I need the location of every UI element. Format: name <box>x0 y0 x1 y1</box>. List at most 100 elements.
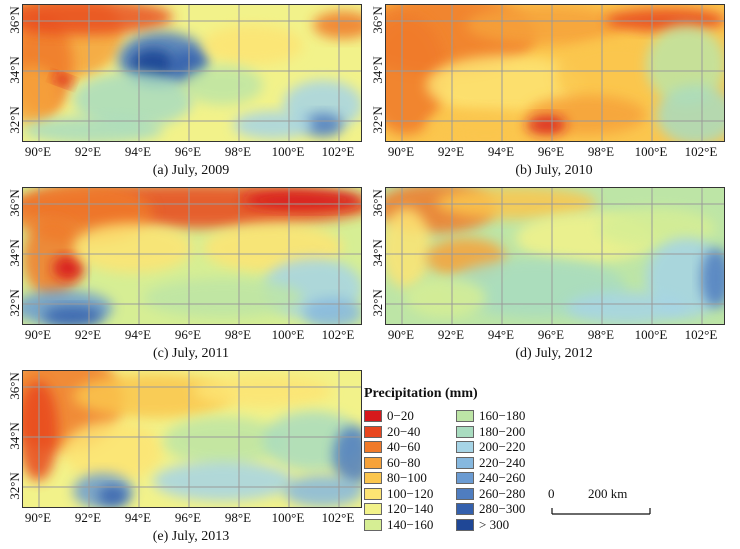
legend-label: 80−100 <box>387 470 427 485</box>
legend-label: 40−60 <box>387 439 421 454</box>
longitude-label: 92°E <box>74 327 102 342</box>
latitude-label: 34°N <box>7 56 22 84</box>
legend-swatch <box>364 472 382 484</box>
latitude-label: 36°N <box>370 6 385 34</box>
legend-item: 180−200 <box>456 424 525 440</box>
panel-caption: (b) July, 2010 <box>515 163 593 178</box>
latitude-label: 34°N <box>7 422 22 450</box>
legend-item: > 300 <box>456 517 509 533</box>
legend-item: 260−280 <box>456 486 525 502</box>
legend-swatch <box>364 487 382 500</box>
legend-item: 240−260 <box>456 470 525 486</box>
legend-item: 40−60 <box>364 439 420 455</box>
longitude-label: 94°E <box>487 144 515 159</box>
legend-label: 260−280 <box>479 485 526 501</box>
legend-label: 280−300 <box>479 501 526 516</box>
legend-label: > 300 <box>479 516 510 532</box>
latitude-label: 32°N <box>7 106 22 134</box>
longitude-label: 92°E <box>437 144 465 159</box>
longitude-label: 90°E <box>24 144 52 159</box>
longitude-label: 94°E <box>487 327 515 342</box>
legend-label: 100−120 <box>387 485 434 501</box>
longitude-label: 90°E <box>387 144 415 159</box>
legend-swatch <box>456 503 474 515</box>
longitude-label: 94°E <box>124 327 152 342</box>
legend-title: Precipitation (mm) <box>364 386 478 401</box>
longitude-label: 98°E <box>224 510 252 525</box>
legend-swatch <box>364 503 382 515</box>
latitude-label: 34°N <box>370 56 385 84</box>
longitude-label: 92°E <box>74 510 102 525</box>
longitude-label: 96°E <box>174 510 202 525</box>
legend-swatch <box>456 441 474 453</box>
longitude-label: 94°E <box>124 510 152 525</box>
precipitation-map <box>22 187 362 325</box>
longitude-label: 96°E <box>174 327 202 342</box>
longitude-label: 100°E <box>271 144 305 159</box>
legend-swatch <box>456 410 474 422</box>
longitude-label: 98°E <box>587 144 615 159</box>
longitude-label: 100°E <box>634 144 668 159</box>
panel-caption: (c) July, 2011 <box>153 346 229 361</box>
longitude-label: 100°E <box>271 327 305 342</box>
legend-swatch <box>364 410 382 422</box>
longitude-label: 90°E <box>387 327 415 342</box>
legend-label: 120−140 <box>387 501 434 516</box>
latitude-label: 32°N <box>370 289 385 317</box>
legend-item: 120−140 <box>364 501 433 517</box>
latitude-label: 36°N <box>7 372 22 400</box>
longitude-label: 102°E <box>684 327 718 342</box>
legend-label: 180−200 <box>479 423 526 439</box>
legend-label: 220−240 <box>479 454 526 470</box>
panel-caption: (e) July, 2013 <box>152 529 230 544</box>
longitude-label: 102°E <box>684 144 718 159</box>
panel-caption: (d) July, 2012 <box>515 346 593 361</box>
legend-item: 20−40 <box>364 424 420 440</box>
longitude-label: 98°E <box>224 327 252 342</box>
latitude-label: 32°N <box>7 289 22 317</box>
longitude-label: 96°E <box>174 144 202 159</box>
legend-item: 0−20 <box>364 408 414 424</box>
longitude-label: 100°E <box>271 510 305 525</box>
legend-item: 140−160 <box>364 517 433 533</box>
longitude-label: 94°E <box>124 144 152 159</box>
latitude-label: 36°N <box>370 189 385 217</box>
legend-item: 60−80 <box>364 455 420 471</box>
scale-start-label: 0 <box>548 486 555 501</box>
legend-swatch <box>456 472 474 484</box>
longitude-label: 92°E <box>437 327 465 342</box>
legend-label: 160−180 <box>479 408 526 423</box>
longitude-label: 98°E <box>224 144 252 159</box>
legend-swatch <box>364 518 382 531</box>
legend-label: 60−80 <box>387 454 421 470</box>
legend-swatch <box>364 441 382 453</box>
legend-item: 220−240 <box>456 455 525 471</box>
longitude-label: 96°E <box>537 327 565 342</box>
legend-swatch <box>364 425 382 438</box>
longitude-label: 92°E <box>74 144 102 159</box>
legend-label: 0−20 <box>387 408 414 423</box>
latitude-label: 34°N <box>370 239 385 267</box>
legend-item: 160−180 <box>456 408 525 424</box>
legend-swatch <box>456 425 474 438</box>
latitude-label: 36°N <box>7 189 22 217</box>
longitude-label: 102°E <box>321 144 355 159</box>
longitude-label: 100°E <box>634 327 668 342</box>
panel-caption: (a) July, 2009 <box>152 163 230 178</box>
legend-swatch <box>456 487 474 500</box>
longitude-label: 102°E <box>321 510 355 525</box>
legend-item: 200−220 <box>456 439 525 455</box>
latitude-label: 34°N <box>7 239 22 267</box>
legend-label: 240−260 <box>479 470 526 485</box>
legend-label: 200−220 <box>479 439 526 454</box>
precipitation-map <box>22 4 362 142</box>
legend-label: 20−40 <box>387 423 421 439</box>
longitude-label: 96°E <box>537 144 565 159</box>
latitude-label: 32°N <box>370 106 385 134</box>
precipitation-map <box>22 370 362 508</box>
longitude-label: 102°E <box>321 327 355 342</box>
legend-item: 280−300 <box>456 501 525 517</box>
precipitation-map <box>385 187 725 325</box>
precipitation-map <box>385 4 725 142</box>
legend-swatch <box>456 518 474 531</box>
